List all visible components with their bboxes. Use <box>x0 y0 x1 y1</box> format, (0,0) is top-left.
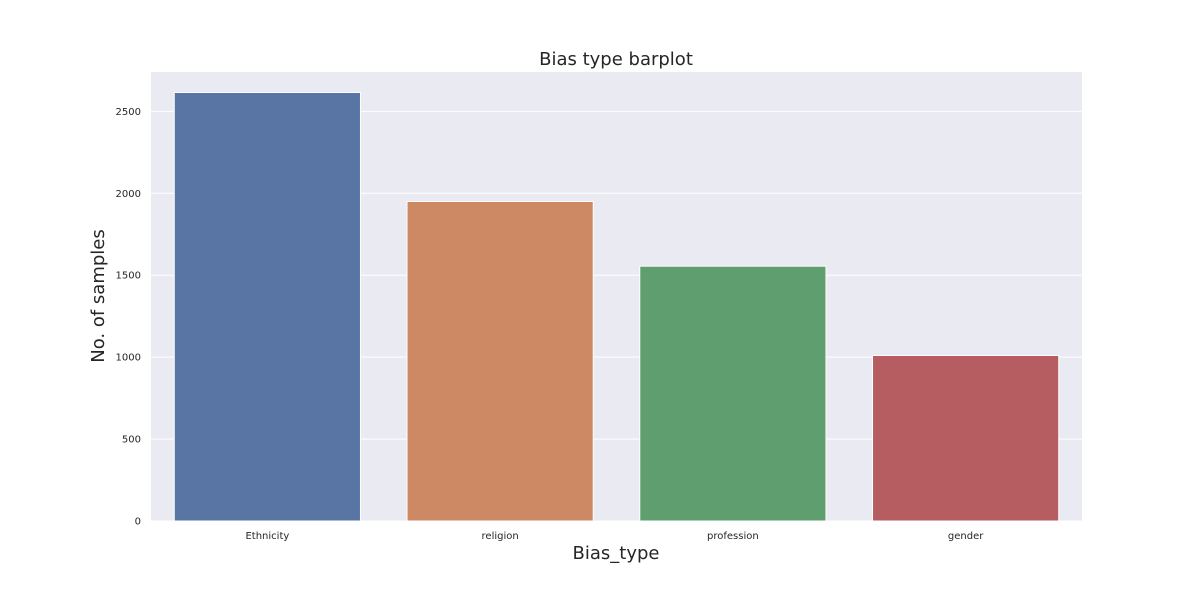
x-axis-title: Bias_type <box>573 543 660 564</box>
bar-gender <box>872 354 1060 522</box>
y-axis-title: No. of samples <box>88 229 109 363</box>
y-tick-label: 1500 <box>116 271 141 282</box>
y-tick-label: 500 <box>122 435 141 446</box>
bar-ethnicity <box>173 91 361 522</box>
x-axis-ticks: Ethnicity religion profession gender <box>245 531 984 542</box>
bar-profession <box>639 265 827 522</box>
y-tick-label: 2000 <box>116 189 141 200</box>
y-tick-label: 0 <box>135 517 141 528</box>
x-tick-label: religion <box>482 531 519 542</box>
bars <box>173 91 1060 522</box>
x-tick-label: gender <box>948 531 984 542</box>
x-tick-label: profession <box>707 531 759 542</box>
y-tick-label: 2500 <box>116 107 141 118</box>
y-axis-ticks: 0 500 1000 1500 2000 2500 <box>116 107 141 528</box>
chart-title: Bias type barplot <box>539 49 693 70</box>
x-tick-label: Ethnicity <box>245 531 289 542</box>
y-tick-label: 1000 <box>116 353 141 364</box>
bar-religion <box>406 200 594 522</box>
